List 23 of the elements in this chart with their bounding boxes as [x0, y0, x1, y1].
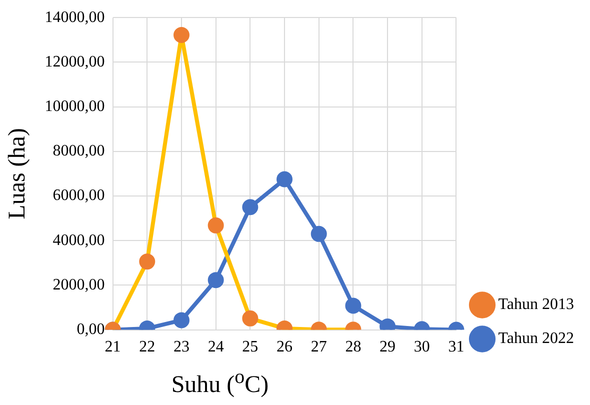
y-tick-label: 6000,00 — [52, 187, 105, 204]
x-axis-title: Suhu ($^{o}$C) — [170, 366, 270, 399]
y-tick-label: 8000,00 — [52, 142, 105, 160]
x-tick-label: 25 — [242, 338, 258, 356]
x-tick-label: 22 — [139, 338, 156, 356]
y-tick-label: 12000,00 — [44, 53, 105, 70]
x-tick-label: 26 — [276, 338, 293, 356]
y-axis-title: Luas (ha) — [4, 128, 31, 220]
y-tick-label: 0,00 — [76, 321, 105, 338]
x-tick-label: 30 — [414, 338, 430, 356]
x-tick-label: 28 — [345, 338, 362, 356]
y-tick-label: 2000,00 — [52, 276, 105, 294]
x-tick-label: 31 — [448, 338, 464, 356]
x-tick-label: 23 — [173, 338, 190, 356]
x-tick-label: 24 — [208, 338, 224, 356]
y-tick-label: 14000,00 — [44, 8, 105, 26]
y-tick-label: 4000,00 — [52, 232, 105, 249]
x-tick-label: 21 — [104, 338, 121, 356]
legend-label: Tahun 2013 — [498, 296, 574, 314]
y-tick-label: 10000,00 — [44, 98, 105, 116]
x-tick-label: 27 — [310, 338, 327, 356]
x-tick-label: 29 — [380, 338, 396, 356]
legend-label: Tahun 2022 — [498, 330, 574, 348]
